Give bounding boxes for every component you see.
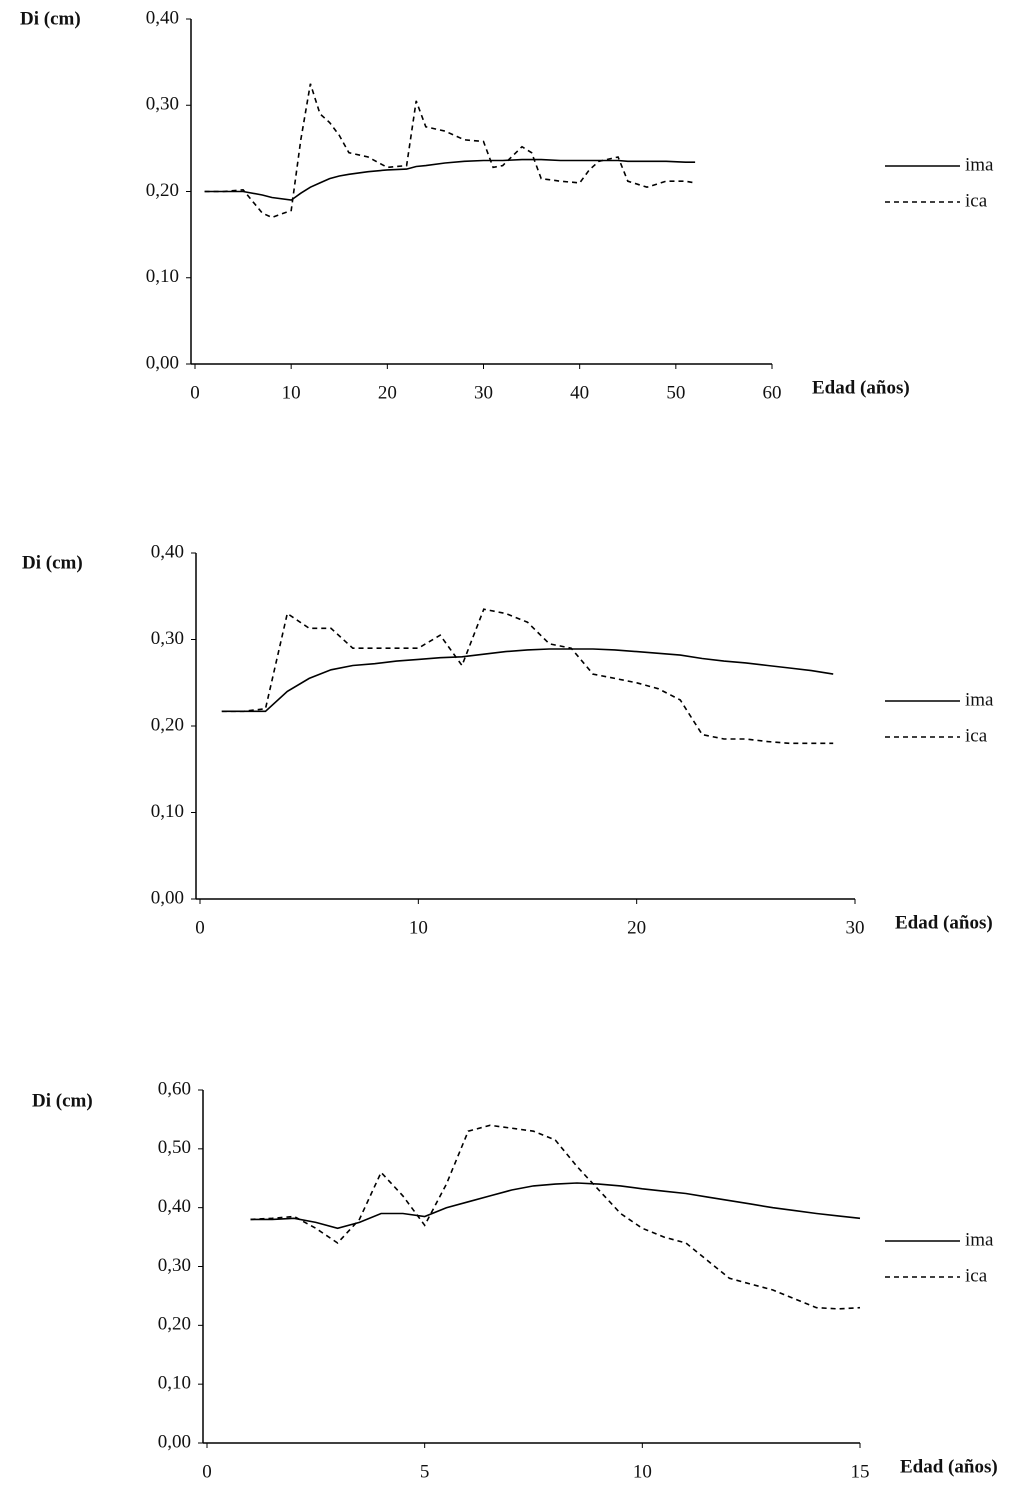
- series-line: [204, 83, 696, 219]
- y-tick-label: 0,00: [151, 887, 184, 908]
- legend-label: ima: [965, 689, 994, 710]
- x-axis-label: Edad (años): [812, 377, 910, 398]
- legend-label: ica: [965, 725, 988, 746]
- y-tick-label: 0,40: [146, 7, 179, 28]
- y-tick-label: 0,10: [158, 1373, 191, 1394]
- y-tick-label: 0,00: [146, 352, 179, 373]
- y-axis-label: Di (cm): [22, 552, 83, 573]
- x-tick-label: 0: [195, 917, 205, 938]
- y-axis-label: Di (cm): [32, 1090, 93, 1111]
- series-line: [250, 1124, 861, 1310]
- y-tick-label: 0,30: [146, 94, 179, 115]
- x-tick-label: 10: [633, 1461, 652, 1482]
- legend-label: ima: [965, 154, 994, 175]
- y-tick-label: 0,40: [158, 1196, 191, 1217]
- series-line: [204, 158, 696, 201]
- series-line: [221, 648, 834, 713]
- y-axis-label: Di (cm): [20, 8, 81, 29]
- y-tick-label: 0,00: [158, 1431, 191, 1452]
- x-tick-label: 10: [282, 382, 301, 403]
- x-tick-label: 30: [474, 382, 493, 403]
- x-axis-label: Edad (años): [900, 1456, 998, 1477]
- x-tick-label: 10: [409, 917, 428, 938]
- x-tick-label: 0: [202, 1461, 212, 1482]
- x-axis-label: Edad (años): [895, 912, 993, 933]
- x-tick-label: 20: [627, 917, 646, 938]
- y-tick-label: 0,10: [151, 801, 184, 822]
- y-tick-label: 0,20: [158, 1314, 191, 1335]
- x-tick-label: 50: [666, 382, 685, 403]
- y-tick-label: 0,60: [158, 1078, 191, 1099]
- legend-label: ima: [965, 1229, 994, 1250]
- y-tick-label: 0,40: [151, 541, 184, 562]
- series-line: [250, 1182, 861, 1230]
- y-tick-label: 0,20: [146, 180, 179, 201]
- x-tick-label: 60: [763, 382, 782, 403]
- y-tick-label: 0,30: [151, 628, 184, 649]
- y-tick-label: 0,30: [158, 1255, 191, 1276]
- x-tick-label: 5: [420, 1461, 430, 1482]
- x-tick-label: 30: [846, 917, 865, 938]
- x-tick-label: 40: [570, 382, 589, 403]
- y-tick-label: 0,50: [158, 1137, 191, 1158]
- x-tick-label: 0: [190, 382, 200, 403]
- x-tick-label: 20: [378, 382, 397, 403]
- y-tick-label: 0,10: [146, 266, 179, 287]
- legend-label: ica: [965, 1265, 988, 1286]
- x-tick-label: 15: [851, 1461, 870, 1482]
- y-tick-label: 0,20: [151, 714, 184, 735]
- legend-label: ica: [965, 190, 988, 211]
- series-line: [221, 608, 834, 745]
